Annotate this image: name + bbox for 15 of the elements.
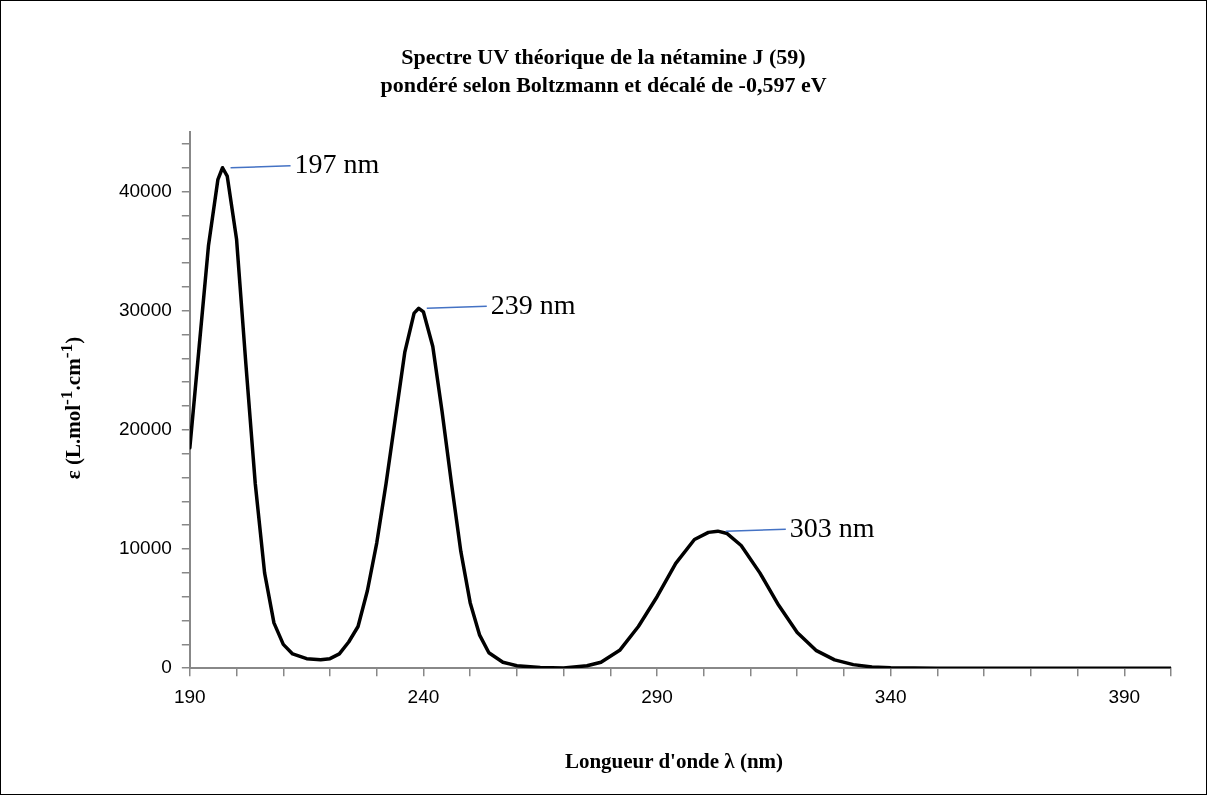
chart-title: Spectre UV théorique de la nétamine J (59) pondéré selon Boltzmann et décalé de -0,597 eV [379,43,828,99]
y-tick-label: 20000 [118,418,172,440]
x-tick-label: 390 [1108,685,1141,707]
y-tick-label: 40000 [118,179,172,201]
x-axis-title: Longueur d'onde λ (nm) [563,749,785,774]
x-tick-label: 190 [173,685,206,707]
annotation: 239 nm [490,288,576,320]
x-tick-label: 340 [874,685,907,707]
x-tick-label: 290 [641,685,673,707]
y-tick-label: 30000 [118,298,172,320]
x-tick-label: 240 [407,685,440,707]
annotation: 197 nm [294,148,380,180]
y-tick-label: 0 [161,656,172,678]
y-tick-label: 10000 [118,537,172,559]
annotation: 303 nm [789,511,875,543]
